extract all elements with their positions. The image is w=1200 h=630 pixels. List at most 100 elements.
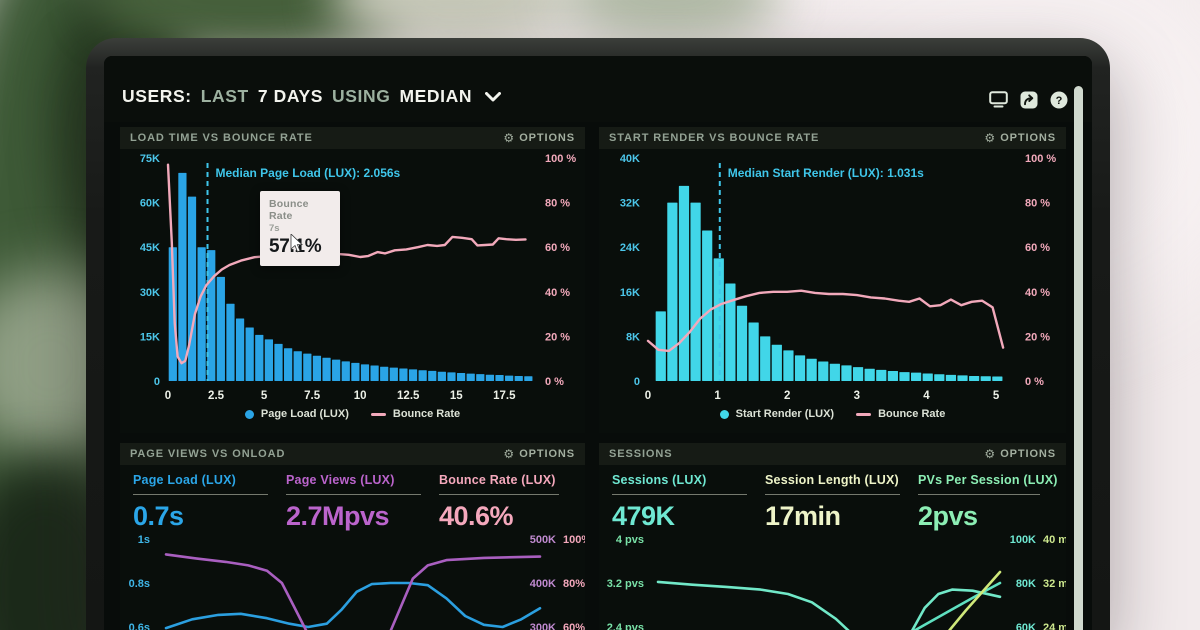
svg-text:0.6s: 0.6s	[129, 622, 150, 630]
panel-title: PAGE VIEWS VS ONLOAD	[130, 448, 286, 460]
svg-text:400K: 400K	[530, 578, 556, 590]
svg-text:100%: 100%	[563, 534, 585, 546]
svg-text:4 pvs: 4 pvs	[616, 534, 644, 546]
svg-text:0: 0	[634, 376, 640, 388]
page-views-sparkline[interactable]: 1s 0.8s 0.6s 500K 100% 400K 80% 300K 60%	[120, 529, 585, 630]
svg-text:60 %: 60 %	[1025, 242, 1050, 254]
header-title-part: 7 DAYS	[257, 86, 324, 106]
svg-text:0: 0	[645, 390, 651, 402]
metric-sessions: Sessions (LUX) 479K	[612, 473, 765, 532]
scrollbar[interactable]	[1074, 86, 1083, 630]
svg-text:45K: 45K	[140, 242, 160, 254]
options-button[interactable]: ⚙ OPTIONS	[984, 447, 1056, 461]
header-title-part: USERS:	[122, 86, 192, 106]
start-render-chart[interactable]: 40K 32K 24K 16K 8K 0 100 % 80 % 60 % 40 % 20 % 0 % M…	[599, 151, 1066, 407]
gear-icon: ⚙	[503, 131, 515, 145]
svg-text:100K: 100K	[1010, 534, 1036, 546]
panel-start-render: START RENDER VS BOUNCE RATE ⚙ OPTIONS 4 0…	[599, 127, 1066, 433]
svg-text:1: 1	[714, 390, 721, 402]
svg-text:20 %: 20 %	[1025, 331, 1050, 343]
legend-dot-swatch	[719, 409, 729, 419]
svg-text:0: 0	[165, 390, 171, 402]
svg-text:7.5: 7.5	[304, 390, 321, 402]
svg-text:10: 10	[354, 390, 367, 402]
svg-text:80K: 80K	[1016, 578, 1036, 590]
svg-text:5: 5	[993, 390, 1000, 402]
legend-line-swatch	[370, 412, 386, 416]
panel-title: LOAD TIME VS BOUNCE RATE	[130, 132, 313, 144]
svg-text:100 %: 100 %	[545, 153, 576, 165]
svg-text:300K: 300K	[530, 622, 556, 630]
svg-text:500K: 500K	[530, 534, 556, 546]
svg-text:80%: 80%	[563, 578, 585, 590]
metric-page-load: Page Load (LUX) 0.7s	[133, 473, 286, 532]
laptop-bezel: USERS: LAST 7 DAYS USING MEDIAN	[86, 38, 1110, 630]
gear-icon: ⚙	[984, 447, 996, 461]
users-filter-dropdown[interactable]: USERS: LAST 7 DAYS USING MEDIAN	[122, 86, 502, 107]
legend-dot-swatch	[244, 409, 254, 419]
header-title-part: MEDIAN	[399, 86, 473, 106]
svg-text:32 min: 32 min	[1043, 578, 1066, 590]
dashboard-header: USERS: LAST 7 DAYS USING MEDIAN	[104, 56, 1092, 122]
svg-text:2.4 pvs: 2.4 pvs	[607, 622, 644, 630]
svg-text:3.2 pvs: 3.2 pvs	[607, 578, 644, 590]
chevron-down-icon	[485, 91, 502, 101]
svg-text:24K: 24K	[620, 242, 640, 254]
svg-text:4: 4	[923, 390, 930, 402]
svg-text:80 %: 80 %	[1025, 198, 1050, 210]
metrics-row: Page Load (LUX) 0.7s Page Views (LUX) 2.…	[133, 473, 577, 532]
help-icon[interactable]: ?	[1049, 90, 1068, 109]
svg-text:40 min: 40 min	[1043, 534, 1066, 546]
panel-sessions: SESSIONS ⚙ OPTIONS Sessions (LUX) 479K S…	[599, 443, 1066, 630]
svg-text:40 %: 40 %	[545, 287, 570, 299]
plant-leaf	[560, 0, 780, 40]
svg-text:5: 5	[261, 390, 268, 402]
svg-text:2: 2	[784, 390, 790, 402]
svg-text:12.5: 12.5	[397, 390, 420, 402]
metric-session-length: Session Length (LUX) 17min	[765, 473, 900, 531]
panel-title: SESSIONS	[609, 448, 673, 460]
svg-text:17.5: 17.5	[493, 390, 516, 402]
tooltip: Bounce Rate 7s 57.1%	[260, 191, 340, 266]
legend-item: Bounce Rate	[370, 408, 460, 420]
gear-icon: ⚙	[503, 447, 515, 461]
share-icon[interactable]	[1019, 90, 1038, 109]
chart-legend: Start Render (LUX) Bounce Rate	[599, 408, 1066, 420]
svg-text:100 %: 100 %	[1025, 153, 1056, 165]
options-button[interactable]: ⚙ OPTIONS	[503, 447, 575, 461]
svg-text:15K: 15K	[140, 331, 160, 343]
options-button[interactable]: ⚙ OPTIONS	[503, 131, 575, 145]
legend-item: Bounce Rate	[856, 408, 945, 420]
panel-title: START RENDER VS BOUNCE RATE	[609, 132, 820, 144]
svg-text:1s: 1s	[138, 534, 150, 546]
chart-legend: Page Load (LUX) Bounce Rate	[120, 408, 585, 420]
options-button[interactable]: ⚙ OPTIONS	[984, 131, 1056, 145]
svg-text:Median Page Load (LUX): 2.056s: Median Page Load (LUX): 2.056s	[216, 166, 401, 180]
svg-text:30K: 30K	[140, 287, 160, 299]
svg-text:32K: 32K	[620, 198, 640, 210]
svg-text:0 %: 0 %	[545, 376, 564, 388]
legend-line-swatch	[856, 412, 872, 416]
svg-text:0 %: 0 %	[1025, 376, 1044, 388]
dashboard-screen: USERS: LAST 7 DAYS USING MEDIAN	[104, 56, 1092, 630]
svg-text:24 min: 24 min	[1043, 622, 1066, 630]
svg-text:2.5: 2.5	[208, 390, 225, 402]
tooltip-title: Bounce Rate	[269, 198, 309, 222]
sessions-sparkline[interactable]: 4 pvs 3.2 pvs 2.4 pvs 100K 40 min 80K 32 min 60…	[599, 529, 1066, 630]
svg-text:20 %: 20 %	[545, 331, 570, 343]
svg-text:60K: 60K	[1016, 622, 1036, 630]
svg-text:15: 15	[450, 390, 463, 402]
svg-text:60K: 60K	[140, 198, 160, 210]
svg-text:Median Start Render (LUX): 1.0: Median Start Render (LUX): 1.031s	[728, 166, 924, 180]
metric-page-views: Page Views (LUX) 2.7Mpvs	[286, 473, 439, 532]
cursor-pointer	[290, 234, 303, 253]
display-icon[interactable]	[989, 90, 1008, 109]
panel-page-views: PAGE VIEWS VS ONLOAD ⚙ OPTIONS Page Load…	[120, 443, 585, 630]
metric-pvs-per-session: PVs Per Session (LUX) 2pvs	[918, 473, 1058, 531]
legend-item: Page Load (LUX)	[244, 408, 349, 420]
svg-text:80 %: 80 %	[545, 198, 570, 210]
svg-text:0.8s: 0.8s	[129, 578, 150, 590]
gear-icon: ⚙	[984, 131, 996, 145]
metric-bounce-rate: Bounce Rate (LUX) 40.6%	[439, 473, 577, 532]
load-time-chart[interactable]: 75K 60K 45K 30K 15K 0 100 % 80 % 60 % 40 % 20 % 0 %…	[120, 151, 585, 407]
